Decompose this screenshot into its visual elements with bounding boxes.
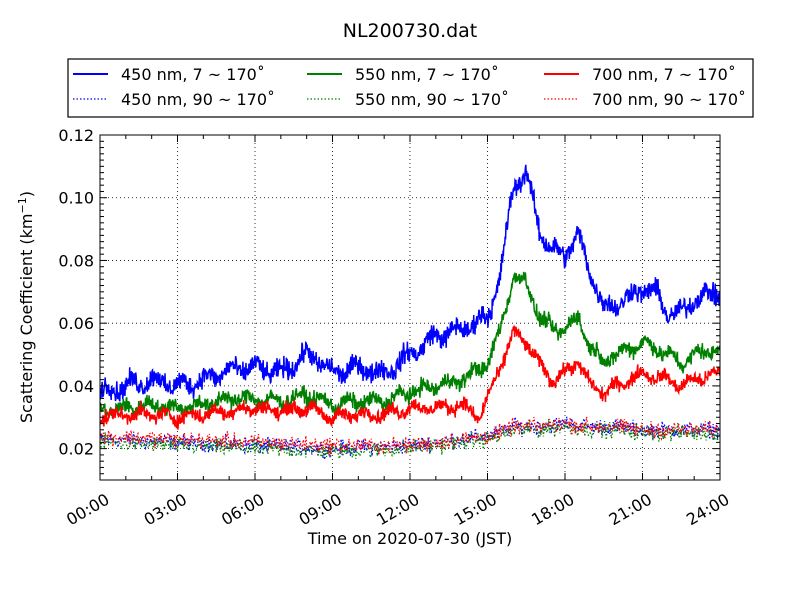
y-tick-label: 0.02	[58, 440, 94, 459]
y-axis-label-exponent: −1	[16, 197, 29, 213]
series-line-2	[100, 271, 720, 421]
x-axis-label: Time on 2020-07-30 (JST)	[307, 529, 512, 548]
x-tick-label: 06:00	[218, 490, 267, 530]
series-line-4	[100, 325, 720, 430]
x-tick-labels: 00:00 03:00 06:00 09:00 12:00 15:00 18:00 21:00…	[63, 490, 732, 530]
y-tick-label: 0.04	[58, 377, 94, 396]
legend: 450 nm, 7 ~ 170˚ 550 nm, 7 ~ 170˚ 700 nm, …	[67, 58, 754, 118]
x-tick-label: 03:00	[141, 490, 190, 530]
y-axis-label-close: )	[17, 191, 36, 197]
y-tick-label: 0.08	[58, 251, 94, 270]
chart-title: NL200730.dat	[343, 20, 478, 42]
y-tick-label: 0.12	[58, 126, 94, 145]
x-tick-label: 00:00	[63, 490, 112, 530]
y-axis-label-main: Scattering Coefficient (km	[17, 213, 36, 423]
x-tick-label: 18:00	[528, 490, 577, 530]
legend-frame	[67, 58, 754, 118]
x-tick-label: 12:00	[373, 490, 422, 530]
legend-label: 450 nm, 7 ~ 170˚	[121, 65, 265, 84]
x-tick-label: 15:00	[451, 490, 500, 530]
y-tick-label: 0.06	[58, 314, 94, 333]
axis-ticks	[99, 134, 721, 481]
y-axis-label: Scattering Coefficient (km−1)	[16, 191, 36, 423]
legend-label: 450 nm, 90 ~ 170˚	[121, 90, 275, 109]
series-layer	[100, 164, 720, 460]
legend-label: 700 nm, 90 ~ 170˚	[592, 90, 746, 109]
y-tick-label: 0.10	[58, 189, 94, 208]
x-tick-label: 21:00	[606, 490, 655, 530]
x-tick-label: 09:00	[296, 490, 345, 530]
legend-label: 550 nm, 7 ~ 170˚	[355, 65, 499, 84]
legend-label: 550 nm, 90 ~ 170˚	[355, 90, 509, 109]
series-line-0	[100, 164, 720, 402]
y-tick-labels: 0.02 0.04 0.06 0.08 0.10 0.12	[58, 126, 94, 459]
x-tick-label: 24:00	[683, 490, 732, 530]
legend-label: 700 nm, 7 ~ 170˚	[592, 65, 736, 84]
